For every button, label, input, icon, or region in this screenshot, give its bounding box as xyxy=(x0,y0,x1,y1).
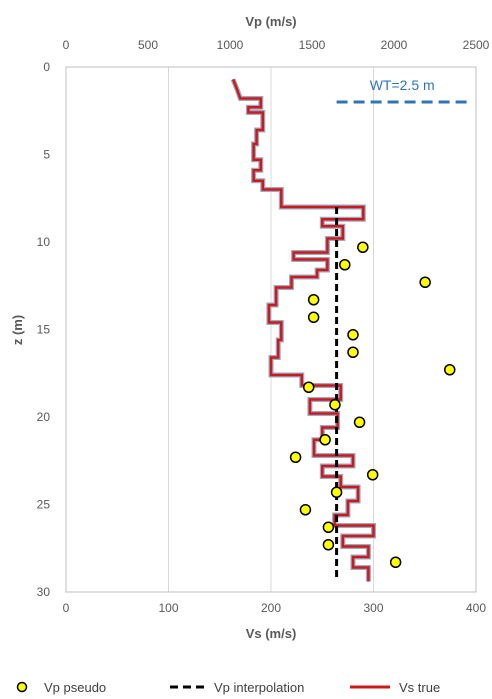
bottom-axis-ticks: 0 100 200 300 400 xyxy=(63,601,487,615)
legend-item-vp-pseudo: Vp pseudo xyxy=(16,680,106,695)
grid-lines xyxy=(168,67,374,592)
vp-pseudo-point xyxy=(329,399,341,411)
vp-pseudo-point xyxy=(347,329,359,341)
legend-label-vs-true: Vs true xyxy=(399,680,440,695)
y-tick-label: 0 xyxy=(43,60,50,74)
bottom-tick-label: 400 xyxy=(466,601,486,615)
top-axis-ticks: 0 500 1000 1500 2000 2500 xyxy=(63,38,490,52)
vp-pseudo-point xyxy=(389,556,402,568)
y-tick-label: 15 xyxy=(37,323,51,337)
top-tick-label: 2500 xyxy=(463,38,490,52)
vp-pseudo-point xyxy=(357,241,369,253)
vp-pseudo-point xyxy=(307,294,320,306)
top-axis-title: Vp (m/s) xyxy=(245,14,296,29)
vp-pseudo-point xyxy=(419,276,431,288)
bottom-tick-label: 0 xyxy=(63,601,70,615)
y-tick-label: 20 xyxy=(37,410,51,424)
vp-pseudo-point xyxy=(307,311,320,323)
legend-label-vp-pseudo: Vp pseudo xyxy=(44,680,106,695)
vp-pseudo-point xyxy=(299,504,312,516)
top-tick-label: 0 xyxy=(63,38,70,52)
plot-area-frame xyxy=(65,66,477,593)
vp-pseudo-point xyxy=(322,521,335,533)
legend-label-vp-interpolation: Vp interpolation xyxy=(214,680,304,695)
top-tick-label: 1500 xyxy=(299,38,326,52)
top-tick-label: 500 xyxy=(138,38,158,52)
vp-pseudo-point xyxy=(444,364,456,376)
vp-pseudo-point xyxy=(353,416,366,428)
legend-item-vs-true: Vs true xyxy=(350,680,440,695)
y-tick-label: 5 xyxy=(43,148,50,162)
vp-pseudo-point xyxy=(289,451,302,463)
bottom-tick-label: 200 xyxy=(261,601,281,615)
bottom-tick-label: 100 xyxy=(158,601,178,615)
y-axis-title: z (m) xyxy=(10,315,25,345)
bottom-tick-label: 300 xyxy=(363,601,383,615)
water-table-label: WT=2.5 m xyxy=(370,77,435,93)
bottom-axis-title: Vs (m/s) xyxy=(246,626,297,641)
y-tick-label: 30 xyxy=(37,585,51,599)
vp-pseudo-point xyxy=(322,539,335,551)
vp-pseudo-point xyxy=(339,259,351,271)
y-axis-ticks: 0 5 10 15 20 25 30 xyxy=(37,60,51,599)
series-layer xyxy=(230,78,456,582)
vp-pseudo-point xyxy=(330,486,343,498)
vp-pseudo-point xyxy=(366,469,379,481)
y-tick-label: 10 xyxy=(37,235,51,249)
top-tick-label: 1000 xyxy=(217,38,244,52)
vp-pseudo-point xyxy=(347,346,359,358)
top-tick-label: 2000 xyxy=(381,38,408,52)
legend-item-vp-interpolation: Vp interpolation xyxy=(170,680,304,695)
vs-true-line xyxy=(231,78,375,582)
legend: Vp pseudo Vp interpolation Vs true xyxy=(16,680,440,695)
y-tick-label: 25 xyxy=(37,498,51,512)
legend-marker-vp-pseudo xyxy=(16,681,28,693)
vp-pseudo-point xyxy=(319,434,331,446)
water-table-annotation: WT=2.5 m xyxy=(336,77,468,104)
vp-pseudo-point xyxy=(302,381,315,393)
